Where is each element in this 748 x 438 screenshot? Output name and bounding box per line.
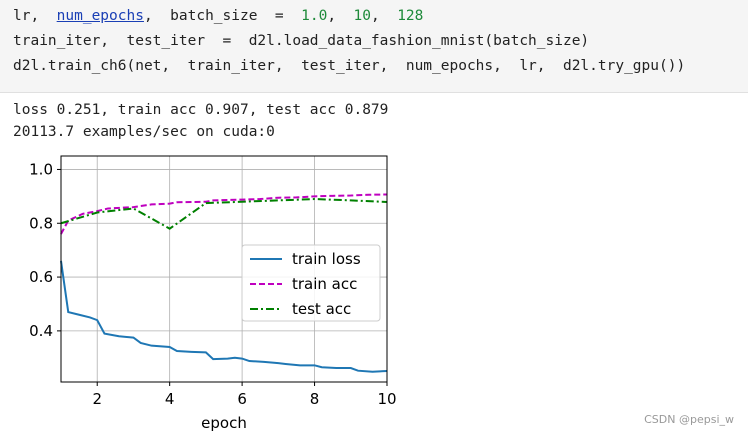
code-cell: lr, num_epochs, batch_size = 1.0, 10, 12… [0, 0, 748, 93]
code-token: , batch_size = [143, 8, 302, 24]
legend-label: train acc [292, 275, 357, 293]
code-token: d2l.train_ch6(net, train_iter, test_iter… [13, 58, 686, 74]
y-tick-label: 0.4 [29, 322, 53, 340]
code-line: d2l.train_ch6(net, train_iter, test_iter… [13, 58, 685, 74]
plot-frame [60, 155, 388, 383]
output-line: loss 0.251, train acc 0.907, test acc 0.… [13, 102, 389, 118]
y-tick-label: 0.8 [29, 214, 53, 232]
x-tick-label: 6 [237, 390, 247, 408]
legend: train loss train acc test acc [241, 244, 381, 322]
output-line: 20113.7 examples/sec on cuda:0 [13, 124, 275, 140]
legend-label: test acc [292, 300, 351, 318]
x-tick-label: 4 [165, 390, 175, 408]
code-token: lr, [13, 8, 57, 24]
series-line [60, 193, 388, 235]
watermark: CSDN @pepsi_w [644, 413, 734, 426]
legend-box [241, 244, 381, 322]
code-token: , [327, 8, 354, 24]
code-token: train_iter, test_iter = d2l.load_data_fa… [13, 33, 590, 49]
y-tick-label: 0.6 [29, 268, 53, 286]
code-token: , [370, 8, 398, 24]
chart: 2 4 6 8 10 0.4 0.6 0.8 1.0 epoch train loss train a… [29, 155, 397, 432]
x-tick-label: 2 [92, 390, 102, 408]
code-line: train_iter, test_iter = d2l.load_data_fa… [13, 33, 589, 49]
code-token: 128 [397, 8, 424, 24]
series-line [60, 260, 388, 373]
x-axis-label: epoch [201, 414, 247, 432]
y-tick-label: 1.0 [29, 160, 53, 178]
code-line: lr, num_epochs, batch_size = 1.0, 10, 12… [13, 8, 423, 24]
series-line [60, 198, 388, 230]
x-tick-label: 8 [310, 390, 320, 408]
code-token[interactable]: num_epochs [56, 8, 144, 24]
x-tick-label: 10 [377, 390, 396, 408]
legend-label: train loss [292, 250, 361, 268]
code-token: 10 [353, 8, 371, 24]
code-token: 1.0 [301, 8, 328, 24]
